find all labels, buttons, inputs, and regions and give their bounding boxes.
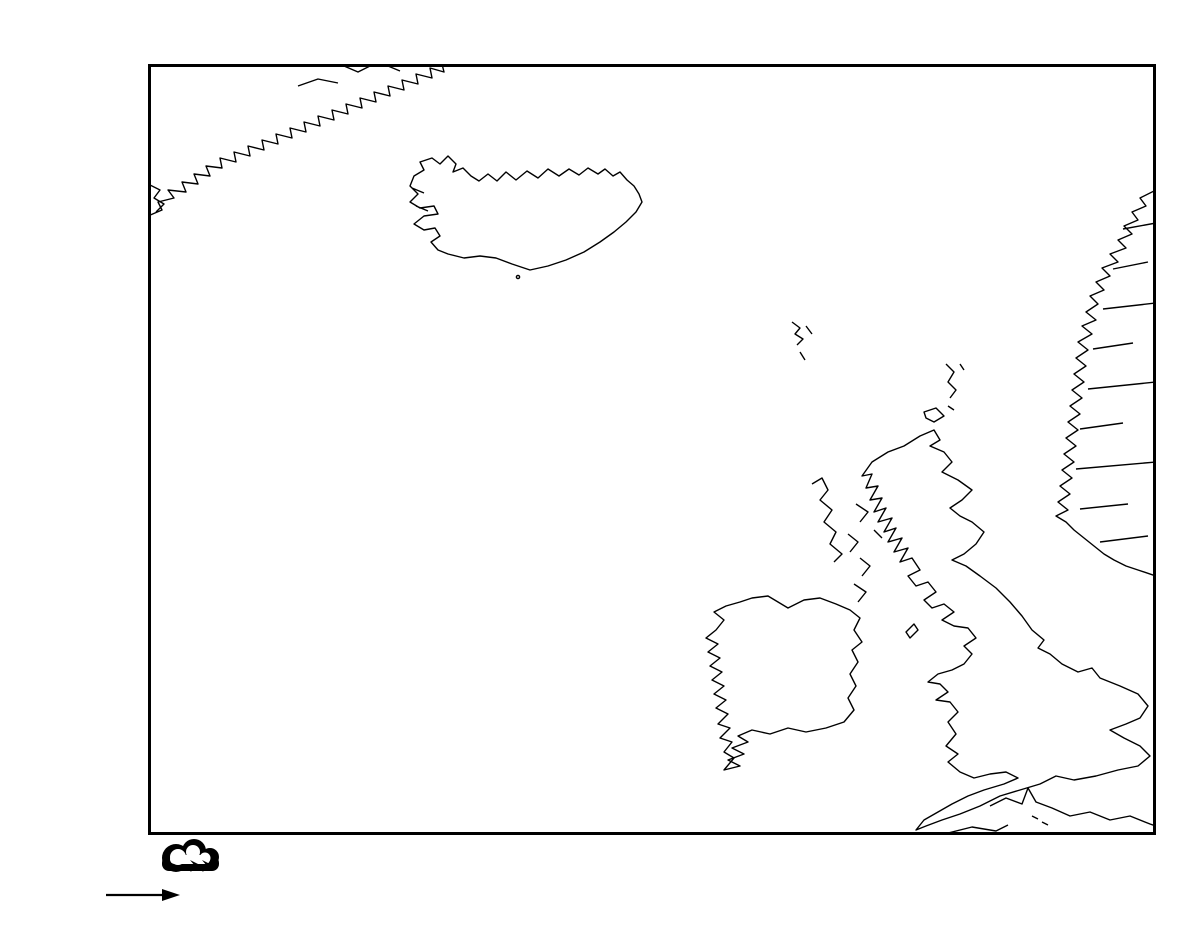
coastline-iceland [409,155,643,271]
wind-reference-arrowhead [162,889,180,901]
seevccc-logo [162,839,219,872]
coastline-norway-fjords [1075,222,1154,543]
aot-colorbar [248,879,1156,893]
coastline-greenland [150,66,445,216]
coastlines [150,66,1154,833]
coastline-orkney [923,405,955,423]
coastline-france [947,787,1154,833]
coastline-westman-isle [515,274,521,280]
coastline-faroe [791,321,813,361]
coastline-norway [1055,190,1154,577]
map-canvas [148,64,1156,835]
cloud-icon [162,839,219,872]
map-frame [148,64,1156,835]
coastline-britain [861,429,1151,831]
coastline-shetland [945,363,965,399]
wind-reference [106,889,180,901]
coastline-hebrides [811,477,883,603]
coastline-greenland-frag [150,66,401,213]
coastline-isle-of-man [905,623,919,639]
coastline-ireland [705,595,863,771]
